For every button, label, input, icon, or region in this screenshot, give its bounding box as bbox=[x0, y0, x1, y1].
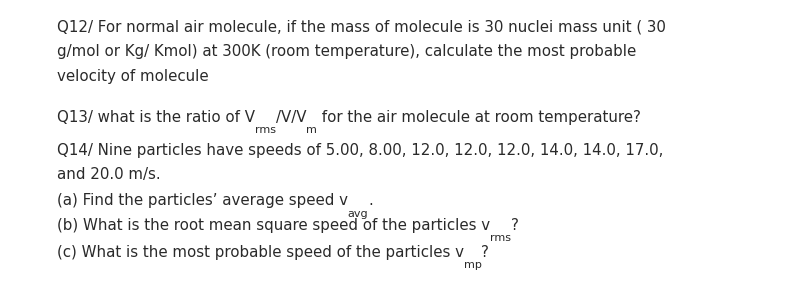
Text: and 20.0 m/s.: and 20.0 m/s. bbox=[57, 168, 160, 182]
Text: rms: rms bbox=[254, 125, 276, 135]
Text: (c) What is the most probable speed of the particles v: (c) What is the most probable speed of t… bbox=[57, 245, 463, 260]
Text: /V/V: /V/V bbox=[276, 110, 306, 125]
Text: Q14/ Nine particles have speeds of 5.00, 8.00, 12.0, 12.0, 12.0, 14.0, 14.0, 17.: Q14/ Nine particles have speeds of 5.00,… bbox=[57, 143, 663, 158]
Text: (a) Find the particles’ average speed v: (a) Find the particles’ average speed v bbox=[57, 193, 348, 208]
Text: ?: ? bbox=[511, 218, 519, 233]
Text: velocity of molecule: velocity of molecule bbox=[57, 69, 208, 84]
Text: ?: ? bbox=[481, 245, 489, 260]
Text: rms: rms bbox=[490, 233, 511, 243]
Text: for the air molecule at room temperature?: for the air molecule at room temperature… bbox=[317, 110, 641, 125]
Text: avg: avg bbox=[348, 209, 368, 219]
Text: g/mol or Kg/ Kmol) at 300K (room temperature), calculate the most probable: g/mol or Kg/ Kmol) at 300K (room tempera… bbox=[57, 44, 636, 59]
Text: (b) What is the root mean square speed of the particles v: (b) What is the root mean square speed o… bbox=[57, 218, 490, 233]
Text: Q13/ what is the ratio of V: Q13/ what is the ratio of V bbox=[57, 110, 254, 125]
Text: m: m bbox=[306, 125, 317, 135]
Text: mp: mp bbox=[463, 261, 481, 271]
Text: Q12/ For normal air molecule, if the mass of molecule is 30 nuclei mass unit ( 3: Q12/ For normal air molecule, if the mas… bbox=[57, 20, 666, 35]
Text: .: . bbox=[368, 193, 373, 208]
